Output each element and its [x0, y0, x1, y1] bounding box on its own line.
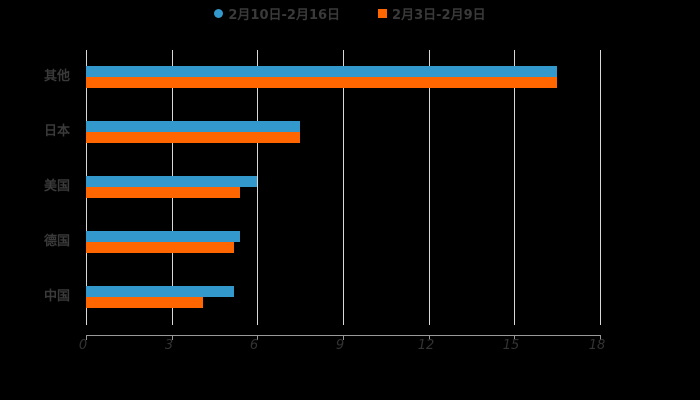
x-tick [600, 335, 601, 340]
x-tick-label: 6 [249, 338, 259, 353]
bar-series-2[interactable] [86, 132, 300, 143]
y-category-label: 美国 [44, 179, 71, 194]
gridline [343, 50, 344, 325]
gridline [600, 50, 601, 325]
gridline [257, 50, 258, 325]
x-tick [86, 335, 87, 340]
x-tick-label: 18 [588, 338, 606, 353]
legend-item-series-2[interactable]: 2月3日-2月9日 [378, 4, 486, 23]
x-tick-label: 12 [417, 338, 435, 353]
y-category-label: 中国 [44, 289, 71, 304]
gridline [429, 50, 430, 325]
bar-series-1[interactable] [86, 121, 300, 132]
x-axis-line [86, 335, 601, 336]
bar-series-2[interactable] [86, 242, 234, 253]
legend-square-icon [378, 8, 388, 18]
x-tick [257, 335, 258, 340]
legend-circle-icon [214, 8, 224, 18]
gridline [514, 50, 515, 325]
y-category-label: 德国 [44, 234, 71, 249]
legend-label: 2月3日-2月9日 [392, 7, 486, 23]
bar-series-2[interactable] [86, 297, 203, 308]
bar-series-1[interactable] [86, 231, 240, 242]
bar-series-2[interactable] [86, 187, 240, 198]
bar-series-1[interactable] [86, 286, 234, 297]
chart-legend: 2月10日-2月16日 2月3日-2月9日 [0, 4, 700, 23]
x-tick [514, 335, 515, 340]
bar-series-2[interactable] [86, 77, 557, 88]
x-tick-label: 15 [502, 338, 520, 353]
x-tick-label: 9 [335, 338, 345, 353]
x-tick-label: 0 [78, 338, 88, 353]
y-category-label: 其他 [44, 69, 71, 84]
legend-item-series-1[interactable]: 2月10日-2月16日 [214, 4, 341, 23]
x-tick [429, 335, 430, 340]
bar-series-1[interactable] [86, 176, 257, 187]
y-category-label: 日本 [44, 124, 71, 139]
legend-label: 2月10日-2月16日 [228, 7, 341, 23]
bar-series-1[interactable] [86, 66, 557, 77]
x-tick [172, 335, 173, 340]
x-tick [343, 335, 344, 340]
x-tick-label: 3 [164, 338, 174, 353]
